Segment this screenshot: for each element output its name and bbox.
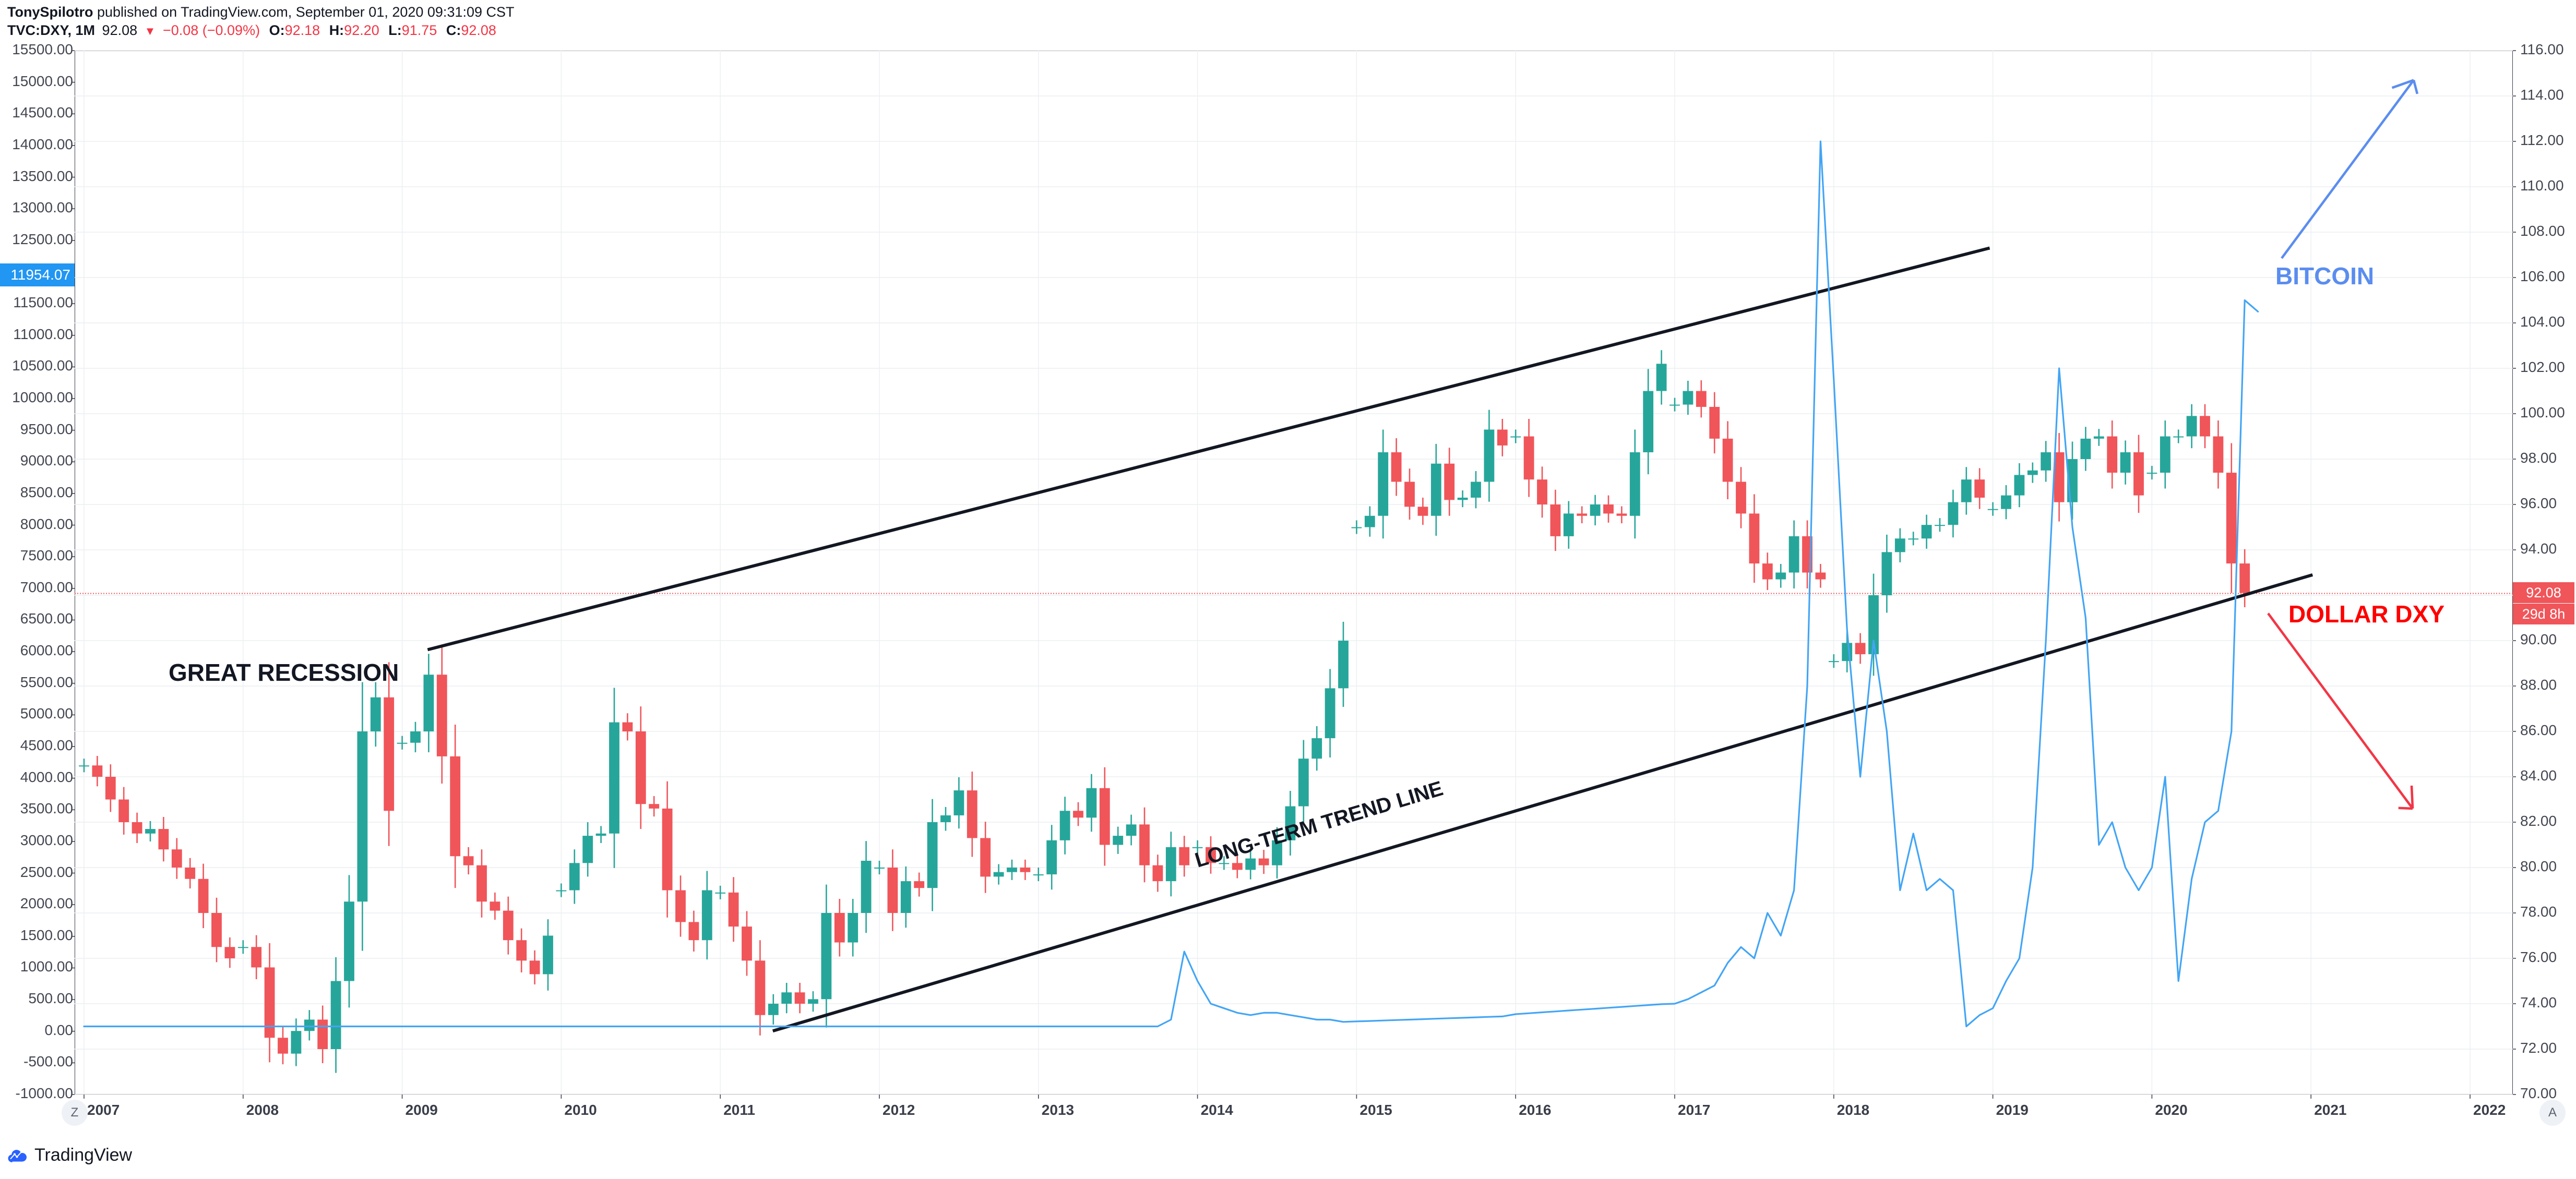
svg-text:GREAT RECESSION: GREAT RECESSION (169, 659, 399, 686)
svg-text:BITCOIN: BITCOIN (2275, 262, 2374, 290)
svg-text:LONG-TERM TREND LINE: LONG-TERM TREND LINE (1192, 777, 1446, 872)
svg-text:DOLLAR DXY: DOLLAR DXY (2288, 600, 2444, 628)
